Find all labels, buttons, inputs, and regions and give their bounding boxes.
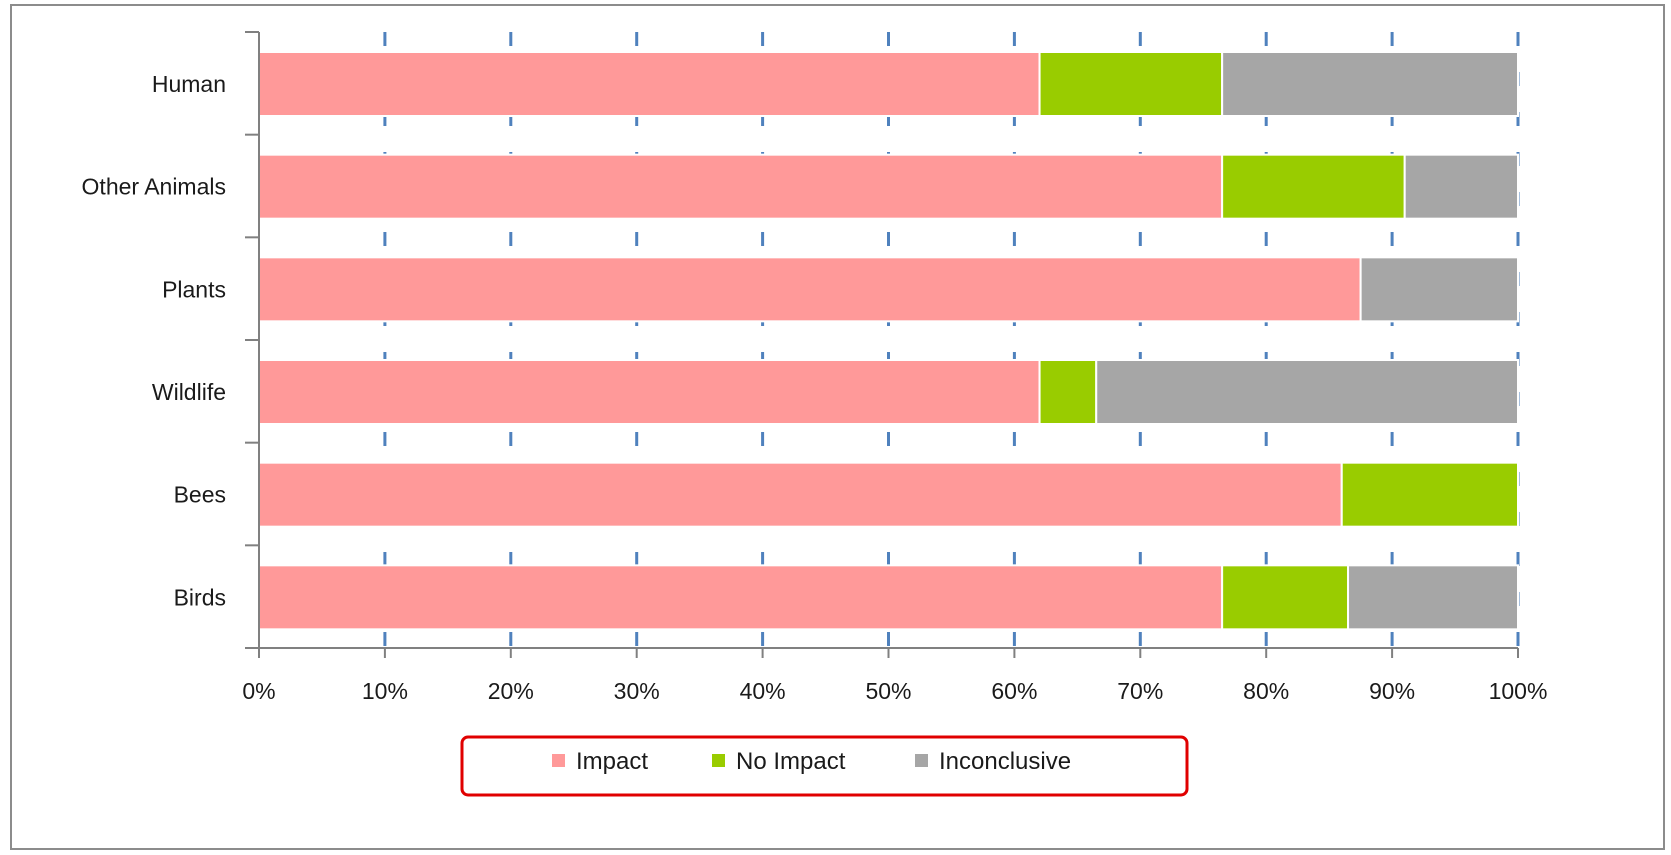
category-label-wildlife: Wildlife (152, 379, 226, 405)
x-tick-label-90: 90% (1369, 678, 1415, 704)
bar-wildlife-inconclusive (1095, 359, 1519, 425)
legend-label-inconclusive: Inconclusive (939, 748, 1071, 775)
x-tick-label-70: 70% (1117, 678, 1163, 704)
category-label-plants: Plants (162, 276, 226, 302)
bar-plants-impact (258, 256, 1362, 323)
axes-group (245, 31, 1519, 658)
legend: Impact No Impact Inconclusive (460, 735, 1189, 797)
category-label-birds: Birds (174, 584, 226, 610)
x-tick-label-30: 30% (614, 678, 660, 704)
bar-bees-no-impact (1340, 461, 1519, 528)
legend-swatch-inconclusive (915, 754, 928, 767)
bar-birds-inconclusive (1347, 564, 1520, 631)
gridlines (383, 32, 1520, 648)
bar-other-animals-impact (258, 153, 1224, 220)
x-tick-label-80: 80% (1243, 678, 1289, 704)
bars-group (258, 51, 1520, 631)
x-tick-labels: 0% 10% 20% 30% 40% 50% 60% 70% 80% 90% 100% (242, 678, 1547, 704)
category-label-human: Human (152, 71, 226, 97)
x-tick-label-40: 40% (740, 678, 786, 704)
bar-human-no-impact (1038, 51, 1224, 117)
legend-box (460, 735, 1189, 797)
legend-label-no-impact: No Impact (736, 748, 846, 775)
x-tick-label-60: 60% (991, 678, 1037, 704)
x-tick-label-10: 10% (362, 678, 408, 704)
bar-plants-inconclusive (1359, 256, 1519, 323)
legend-swatch-no-impact (712, 754, 725, 767)
bar-other-animals-inconclusive (1403, 153, 1519, 220)
x-tick-label-50: 50% (865, 678, 911, 704)
bar-bees-impact (258, 461, 1343, 528)
bar-birds-impact (258, 564, 1224, 631)
bar-human-inconclusive (1221, 51, 1519, 117)
chart-frame (10, 4, 1665, 850)
legend-label-impact: Impact (576, 748, 648, 775)
bar-birds-no-impact (1221, 564, 1350, 631)
bar-human-impact (258, 51, 1041, 117)
x-tick-label-0: 0% (242, 678, 275, 704)
x-tick-label-20: 20% (488, 678, 534, 704)
bar-wildlife-impact (258, 359, 1041, 425)
legend-swatch-impact (552, 754, 565, 767)
category-labels: Human Other Animals Plants Wildlife Bees Bird… (82, 71, 226, 610)
bar-wildlife-no-impact (1038, 359, 1098, 425)
x-tick-label-100: 100% (1489, 678, 1548, 704)
category-label-other-animals: Other Animals (82, 174, 226, 200)
bar-other-animals-no-impact (1221, 153, 1406, 220)
category-label-bees: Bees (174, 482, 226, 508)
